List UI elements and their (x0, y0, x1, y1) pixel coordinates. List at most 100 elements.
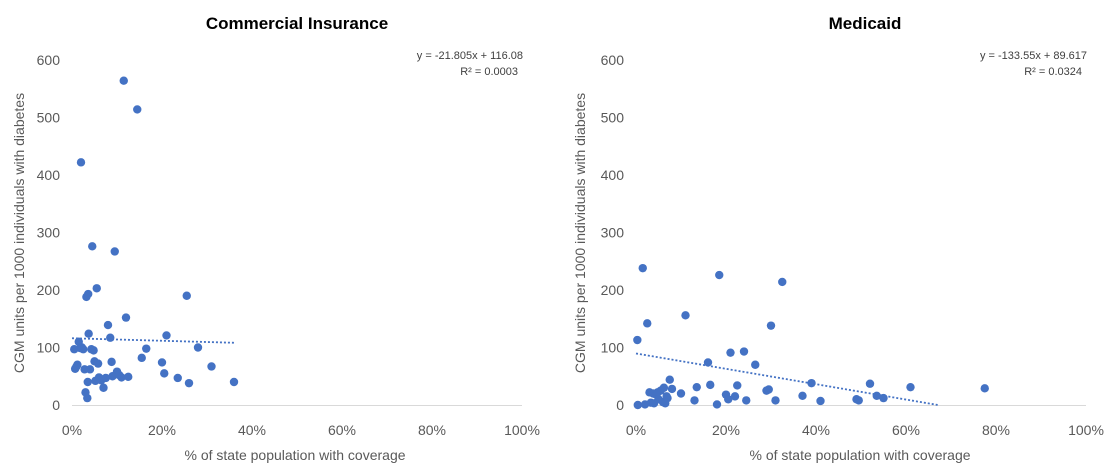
data-points (633, 263, 989, 410)
y-axis-label: CGM units per 1000 individuals with diab… (572, 93, 588, 373)
x-tick-label: 40% (238, 422, 266, 438)
x-tick-label: 0% (62, 422, 82, 438)
x-tick-label: 60% (892, 422, 920, 438)
data-point (76, 158, 86, 167)
data-point (807, 378, 816, 388)
data-point (101, 373, 110, 383)
data-point (667, 384, 677, 394)
x-tick-label: 20% (712, 422, 740, 438)
y-tick-label: 600 (37, 52, 61, 68)
data-point (764, 385, 773, 394)
data-point (712, 400, 722, 409)
data-point (816, 396, 825, 406)
y-tick-label: 0 (616, 397, 624, 413)
trendline-equation: y = -133.55x + 89.617 (980, 50, 1087, 62)
data-point (778, 277, 787, 287)
y-tick-label: 200 (37, 282, 61, 298)
x-tick-label: 20% (148, 422, 176, 438)
data-point (83, 393, 92, 403)
data-point (980, 384, 989, 393)
data-point (184, 378, 194, 388)
data-point (676, 389, 686, 398)
data-point (854, 396, 863, 405)
data-point (117, 373, 126, 382)
data-point (207, 362, 216, 371)
y-tick-label: 100 (601, 340, 625, 356)
data-point (706, 380, 715, 390)
scatter-plot-medicaid: Medicaid y = -133.55x + 89.617 R² = 0.03… (572, 14, 1104, 463)
x-tick-label: 80% (418, 422, 446, 438)
data-point (110, 247, 119, 256)
x-axis-label: % of state population with coverage (184, 447, 405, 463)
data-point (726, 348, 735, 357)
x-tick-label: 80% (982, 422, 1010, 438)
data-point (865, 379, 875, 388)
data-point (173, 373, 182, 383)
trendline-r-squared: R² = 0.0324 (1024, 66, 1082, 78)
data-point (106, 333, 115, 342)
chart-title: Commercial Insurance (206, 14, 388, 33)
data-point (643, 319, 652, 328)
y-tick-label: 0 (52, 397, 60, 413)
data-point (751, 360, 760, 369)
data-point (84, 329, 93, 338)
data-point (633, 400, 642, 410)
data-point (182, 291, 191, 300)
data-point (193, 343, 203, 352)
scatter-plot-commercial: Commercial Insurance y = -21.805x + 116.… (11, 14, 540, 463)
data-point (742, 396, 751, 405)
data-point (83, 377, 92, 387)
x-ticks: 0% 20% 40% 60% 80% 100% (62, 422, 540, 438)
x-axis-label: % of state population with coverage (749, 447, 970, 463)
data-point (766, 321, 776, 330)
data-point (665, 375, 674, 384)
data-point (906, 382, 915, 392)
y-ticks: 0 100 200 300 400 500 600 (37, 52, 61, 413)
data-point (137, 353, 146, 363)
y-tick-label: 500 (601, 110, 625, 126)
data-point (715, 270, 724, 280)
data-point (633, 335, 642, 345)
data-point (229, 377, 239, 387)
y-tick-label: 400 (601, 167, 625, 183)
data-point (107, 357, 116, 367)
chart-commercial-insurance: Commercial Insurance y = -21.805x + 116.… (11, 14, 540, 463)
data-point (157, 358, 167, 367)
data-point (121, 313, 131, 322)
y-axis-label: CGM units per 1000 individuals with diab… (11, 93, 27, 373)
data-point (663, 393, 672, 403)
data-point (79, 345, 88, 354)
y-tick-label: 300 (37, 225, 61, 241)
data-point (88, 242, 97, 251)
trendline (71, 337, 235, 344)
data-point (724, 395, 733, 404)
data-point (872, 391, 881, 400)
data-point (730, 392, 740, 401)
chart-title: Medicaid (829, 14, 902, 33)
data-point (133, 105, 142, 114)
data-point (638, 263, 647, 273)
data-point (681, 311, 690, 320)
data-point (93, 359, 103, 368)
trendline-r-squared: R² = 0.0003 (460, 66, 518, 78)
data-point (739, 347, 749, 356)
data-point (879, 393, 888, 403)
data-point (160, 369, 169, 378)
data-point (103, 320, 113, 330)
data-point (89, 346, 98, 355)
x-tick-label: 40% (802, 422, 830, 438)
data-point (692, 382, 701, 392)
x-tick-label: 100% (1068, 422, 1104, 438)
y-ticks: 0 100 200 300 400 500 600 (601, 52, 625, 413)
data-point (73, 360, 82, 369)
y-tick-label: 600 (601, 52, 625, 68)
data-point (119, 76, 128, 85)
x-tick-label: 0% (626, 422, 646, 438)
x-ticks: 0% 20% 40% 60% 80% 100% (626, 422, 1104, 438)
x-tick-label: 100% (504, 422, 540, 438)
x-tick-label: 60% (328, 422, 356, 438)
data-point (99, 383, 108, 392)
data-point (84, 289, 93, 299)
data-point (771, 396, 780, 405)
y-tick-label: 200 (601, 282, 625, 298)
